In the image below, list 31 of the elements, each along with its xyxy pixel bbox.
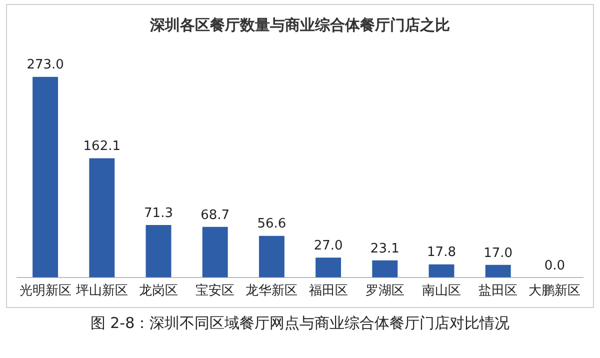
x-tick-label: 福田区 [308, 284, 348, 299]
chart-title: 深圳各区餐厅数量与商业综合体餐厅门店之比 [149, 16, 450, 34]
data-label: 0.0 [544, 258, 566, 274]
bar [202, 226, 228, 278]
data-label: 56.6 [257, 216, 286, 232]
x-tick-label: 坪山新区 [74, 284, 128, 299]
data-label: 17.0 [484, 246, 513, 261]
data-label: 23.1 [370, 241, 400, 256]
data-label: 71.3 [144, 206, 173, 221]
bar [372, 260, 398, 278]
data-label: 273.0 [26, 58, 64, 73]
bar [32, 76, 58, 278]
x-tick-label: 光明新区 [19, 284, 72, 299]
data-label: 17.8 [427, 245, 456, 260]
data-label: 27.0 [314, 238, 343, 254]
x-tick-label: 南山区 [422, 284, 461, 299]
bar [485, 264, 511, 278]
bar [316, 258, 342, 278]
x-tick-label: 大鹏新区 [528, 284, 581, 299]
x-tick-label: 宝安区 [196, 282, 235, 299]
x-tick-label: 罗湖区 [365, 284, 404, 299]
bar [258, 236, 284, 278]
data-label: 68.7 [200, 208, 230, 223]
x-tick-label: 盐田区 [478, 284, 518, 299]
data-label: 162.1 [83, 139, 121, 154]
x-tick-label: 龙华新区 [246, 284, 298, 299]
bar [428, 264, 454, 278]
bar [146, 225, 172, 278]
bar [89, 158, 115, 278]
x-tick-label: 龙岗区 [139, 284, 178, 299]
caption: 图 2-8：深圳不同区域餐厅网点与商业综合体餐厅门店对比情况 [89, 314, 511, 333]
